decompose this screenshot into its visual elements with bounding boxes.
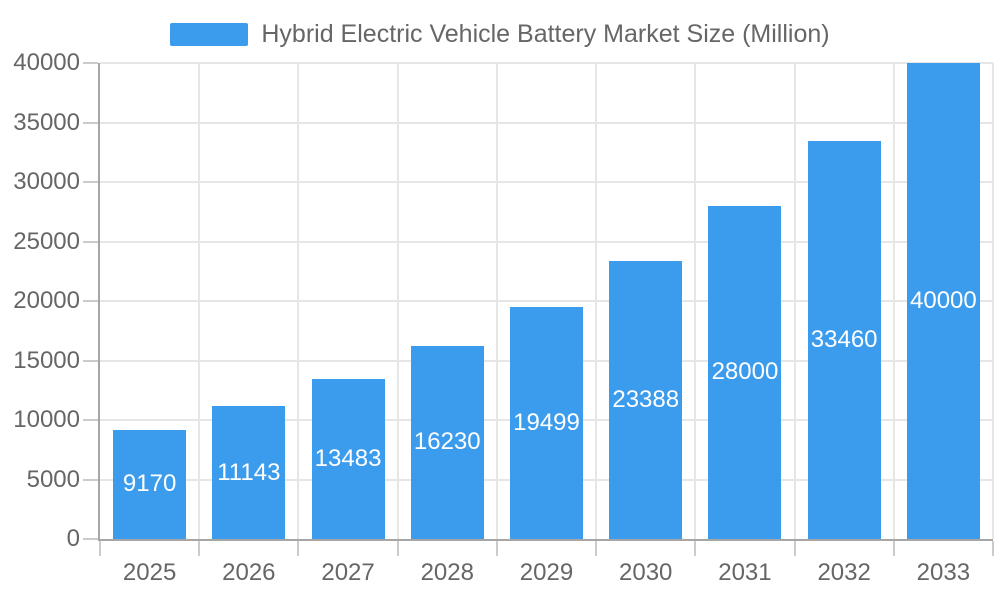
y-axis-label: 10000	[13, 406, 80, 433]
bar-value-label: 16230	[413, 428, 481, 456]
v-gridline	[793, 63, 796, 539]
y-tick	[83, 121, 98, 124]
bar-value-label: 9170	[122, 470, 177, 498]
legend-swatch-icon	[170, 22, 249, 46]
bar-value-label: 28000	[711, 358, 779, 386]
v-gridline	[495, 63, 498, 539]
bar[interactable]: 28000	[708, 205, 782, 539]
x-axis-label: 2027	[321, 559, 375, 586]
x-axis-line	[98, 539, 993, 541]
v-gridline	[892, 63, 895, 539]
bar-value-label: 33460	[810, 325, 878, 353]
bar-value-label: 13483	[314, 444, 382, 472]
bar[interactable]: 23388	[609, 260, 683, 539]
v-gridline	[198, 63, 201, 539]
y-tick	[83, 419, 98, 421]
x-tick	[892, 541, 895, 556]
x-tick	[198, 541, 201, 556]
v-gridline	[694, 63, 697, 539]
y-axis-label: 35000	[13, 108, 80, 136]
y-tick	[83, 181, 98, 183]
bar[interactable]: 9170	[113, 429, 187, 539]
v-gridline	[992, 63, 994, 539]
y-axis-label: 25000	[13, 227, 80, 255]
v-gridline	[595, 63, 598, 539]
y-axis-label: 0	[66, 525, 80, 552]
x-tick	[793, 541, 796, 556]
bar-value-label: 40000	[910, 287, 977, 314]
bar[interactable]: 33460	[807, 140, 881, 539]
bar[interactable]: 40000	[906, 63, 980, 539]
h-gridline	[100, 121, 993, 124]
x-axis-label: 2031	[718, 559, 772, 586]
h-gridline	[100, 62, 993, 64]
x-tick	[595, 541, 598, 556]
y-tick	[83, 359, 98, 362]
h-gridline	[100, 300, 993, 302]
bar[interactable]: 11143	[212, 406, 286, 539]
h-gridline	[100, 240, 993, 243]
x-axis-label: 2032	[817, 559, 871, 586]
y-axis-label: 40000	[13, 49, 80, 76]
x-tick	[992, 541, 994, 556]
x-tick	[495, 541, 498, 556]
x-tick	[396, 541, 399, 556]
bar-value-label: 19499	[513, 408, 580, 436]
y-axis-label: 5000	[26, 465, 80, 493]
y-tick	[83, 538, 98, 540]
bar-value-label: 23388	[612, 385, 680, 413]
x-axis-label: 2028	[420, 559, 474, 586]
y-axis-line	[98, 63, 100, 541]
x-axis-label: 2029	[519, 559, 574, 586]
v-gridline	[297, 63, 300, 539]
bar-value-label: 11143	[217, 458, 281, 486]
bar[interactable]: 13483	[311, 378, 385, 539]
y-axis-label: 15000	[13, 346, 80, 374]
y-tick	[83, 478, 98, 481]
h-gridline	[100, 181, 993, 183]
x-axis-label: 2030	[619, 559, 673, 586]
y-tick	[83, 62, 98, 64]
bar[interactable]: 16230	[410, 345, 484, 539]
v-gridline	[396, 63, 399, 539]
y-tick	[83, 300, 98, 302]
legend-label: Hybrid Electric Vehicle Battery Market S…	[261, 19, 830, 48]
x-axis-label: 2025	[122, 559, 177, 586]
x-axis-label: 2026	[222, 559, 276, 586]
chart-legend[interactable]: Hybrid Electric Vehicle Battery Market S…	[0, 19, 1000, 49]
y-axis-label: 20000	[13, 287, 80, 314]
x-tick	[297, 541, 300, 556]
y-axis-label: 30000	[13, 168, 80, 195]
x-tick	[694, 541, 697, 556]
x-axis-label: 2033	[916, 559, 971, 586]
x-tick	[99, 541, 101, 556]
bar[interactable]: 19499	[510, 306, 583, 539]
y-tick	[83, 240, 98, 243]
